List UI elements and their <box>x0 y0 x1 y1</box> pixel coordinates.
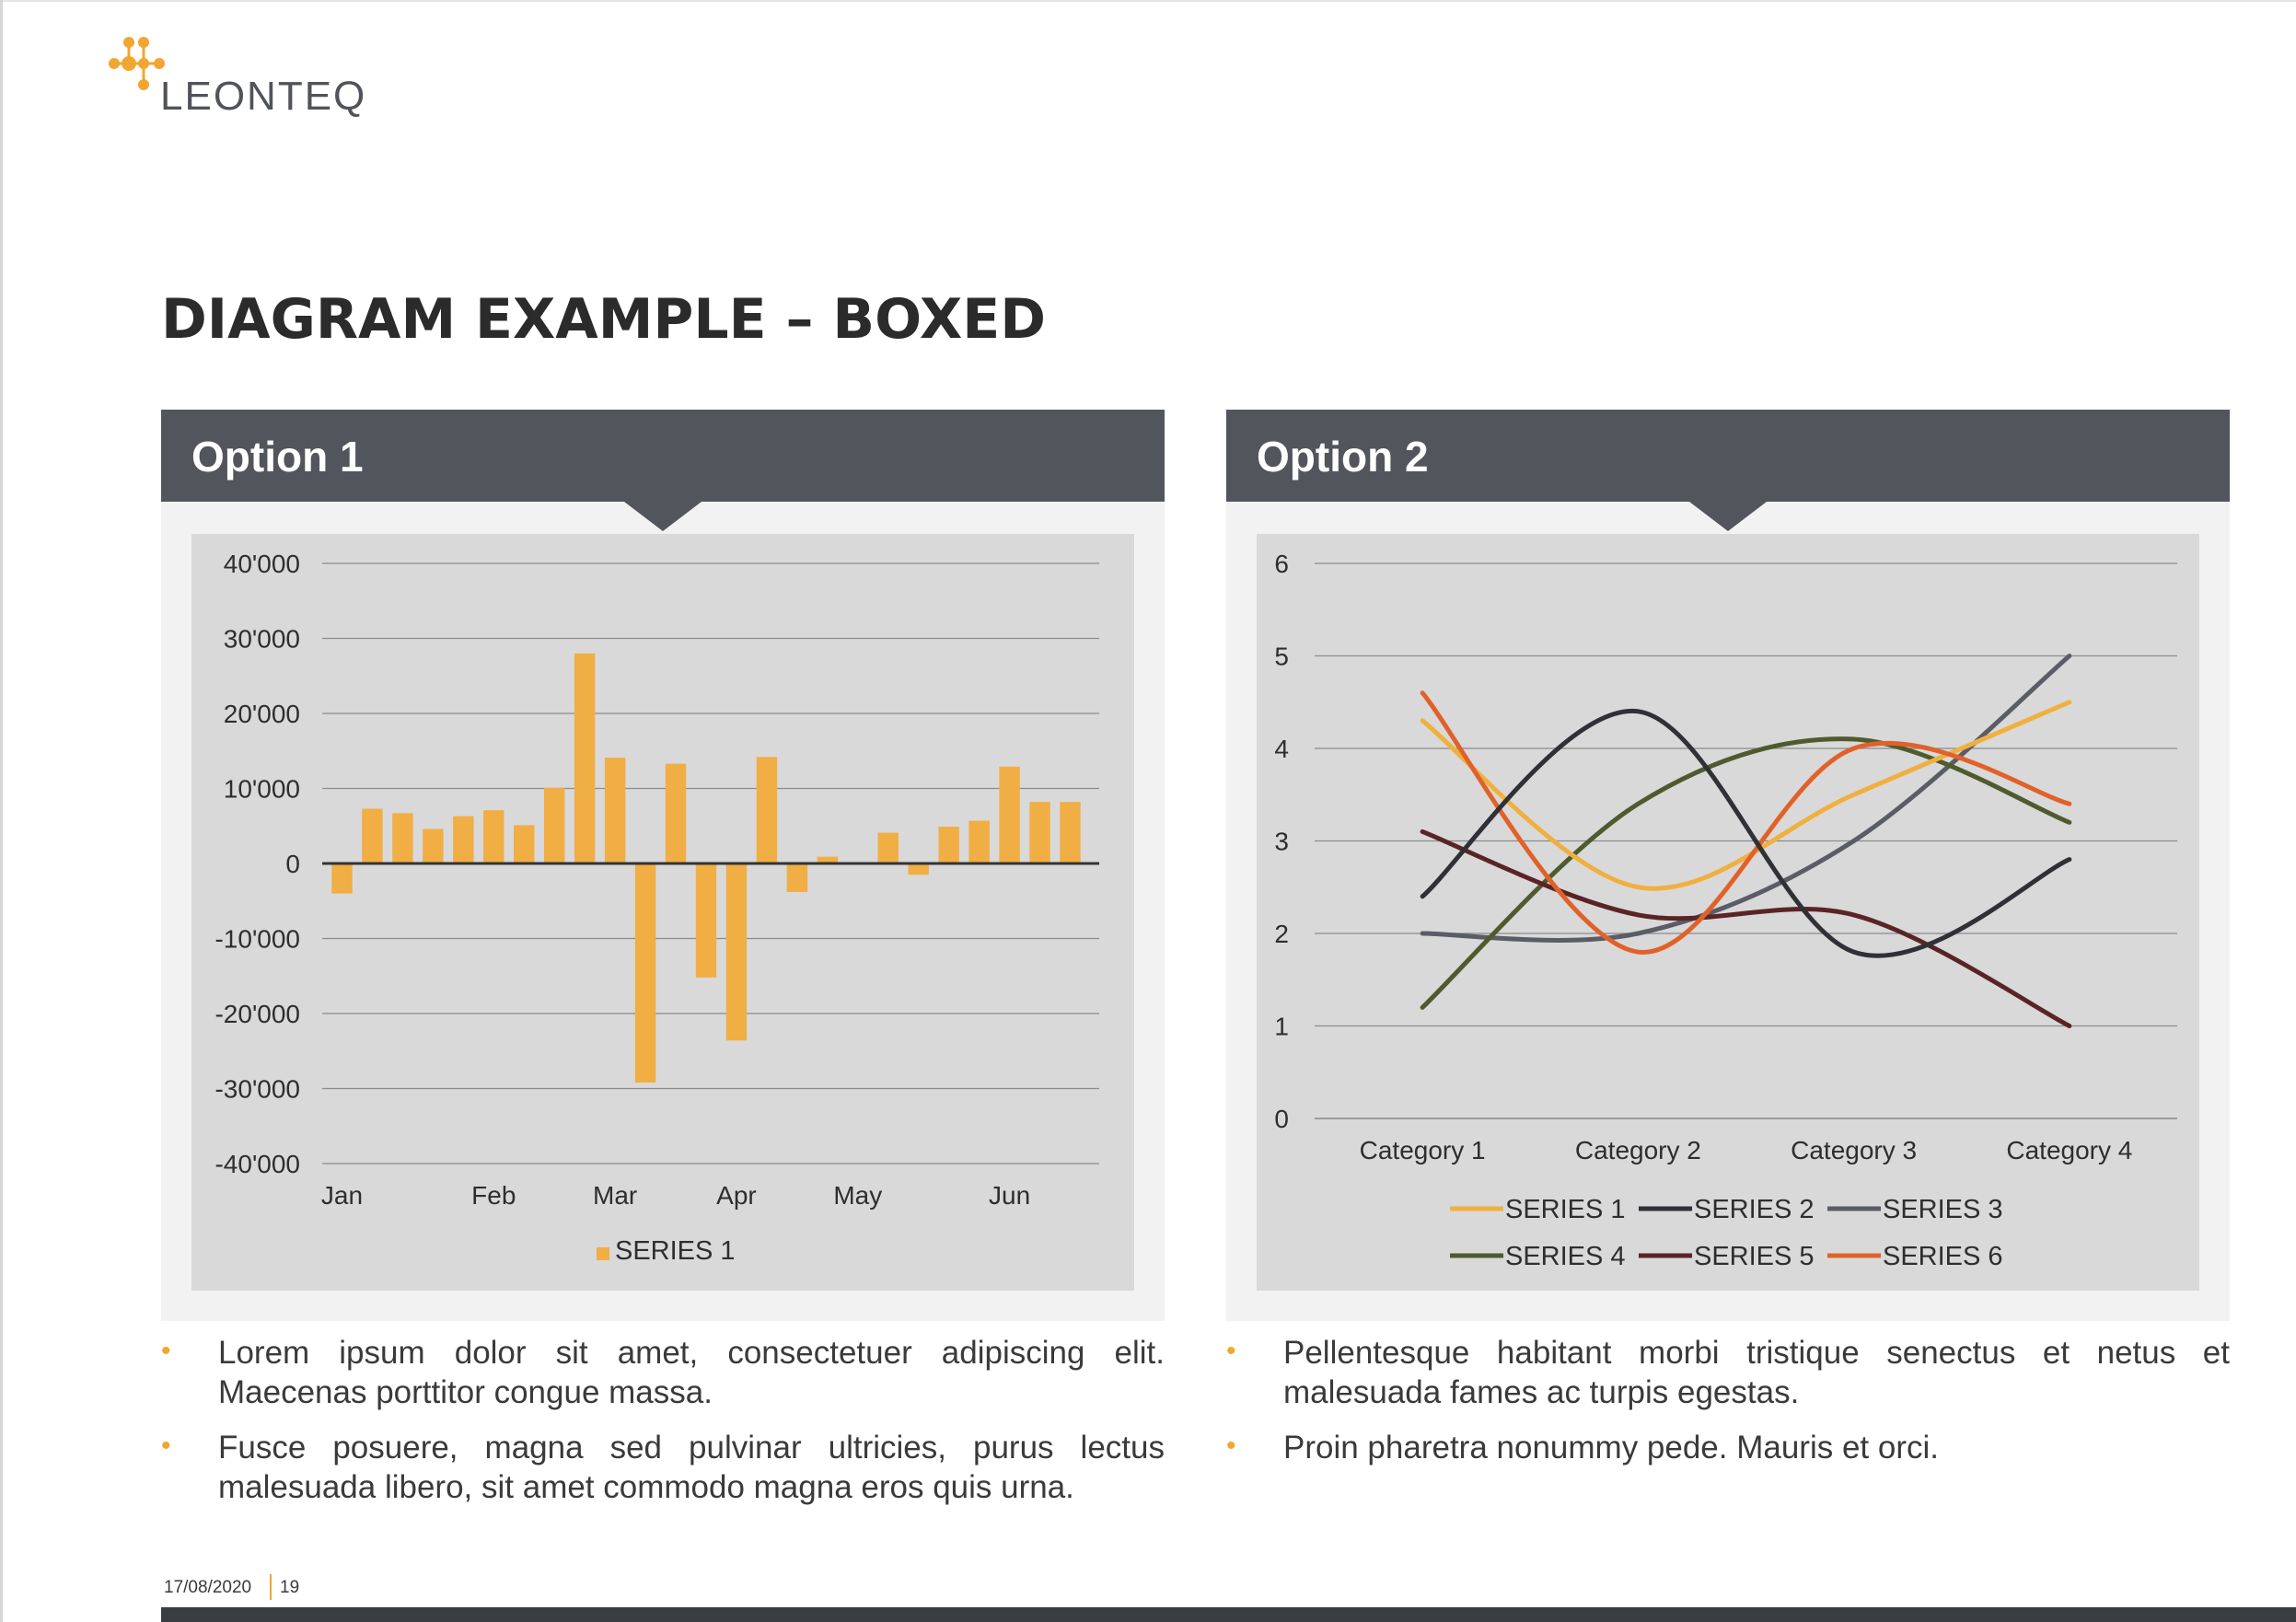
bar <box>392 813 413 863</box>
bar <box>423 828 444 863</box>
bullet-dot-icon: • <box>1226 1431 1236 1461</box>
bar-chart-area: 40'000 30'000 20'000 10'000 0 -10'000 -20'000 -… <box>191 534 1134 1291</box>
bar <box>999 766 1020 863</box>
bar <box>543 787 565 863</box>
series-line <box>1420 709 2072 958</box>
bar <box>877 832 899 863</box>
bullet-item: • Pellentesque habitant morbi tristique s… <box>1226 1333 2230 1412</box>
bar <box>483 810 504 863</box>
series-line <box>1420 690 2072 955</box>
bar <box>604 758 626 863</box>
bar <box>1029 802 1050 863</box>
x-tick-label: Category 2 <box>1575 1136 1701 1164</box>
bar <box>695 863 717 978</box>
page-top-edge <box>0 0 2296 2</box>
panel-notch-icon <box>624 502 702 531</box>
bar <box>331 863 353 894</box>
panel-title: Option 1 <box>191 433 364 481</box>
bullet-dot-icon: • <box>161 1336 171 1366</box>
legend-label: SERIES 3 <box>1883 1195 2003 1224</box>
series-line <box>1420 654 2072 943</box>
brand-name: LEONTEQ <box>160 74 367 119</box>
y-tick-label: 4 <box>1274 735 1289 763</box>
panel-header: Option 2 <box>1226 410 2230 502</box>
footer-bar <box>161 1607 2296 1622</box>
y-tick-label: 6 <box>1274 550 1289 578</box>
legend-label: SERIES 6 <box>1883 1242 2003 1271</box>
line-chart-area: 0 1 2 3 4 5 6 Category 1 Category 2 Category 3 Cat… <box>1257 534 2199 1291</box>
page-title: DIAGRAM EXAMPLE – BOXED <box>161 287 1047 352</box>
y-tick-label: 0 <box>1274 1105 1289 1133</box>
y-tick-label: -20'000 <box>215 1000 300 1028</box>
legend-label: SERIES 5 <box>1694 1242 1815 1271</box>
y-tick-label: 1 <box>1274 1013 1289 1041</box>
y-tick-label: 10'000 <box>224 775 300 804</box>
y-tick-label: -10'000 <box>215 925 300 954</box>
y-tick-label: 2 <box>1274 920 1289 948</box>
bar <box>786 863 808 892</box>
bullet-list-option-2: • Pellentesque habitant morbi tristique s… <box>1226 1333 2230 1483</box>
x-tick-label: Jun <box>989 1181 1030 1210</box>
bar <box>362 808 383 863</box>
series-line <box>1420 736 2072 1010</box>
bar <box>725 863 748 1041</box>
legend-label: SERIES 4 <box>1505 1242 1626 1271</box>
bullet-item: • Fusce posuere, magna sed pulvinar ultri… <box>161 1428 1165 1507</box>
legend-label: SERIES 2 <box>1694 1195 1815 1224</box>
bullet-dot-icon: • <box>161 1431 171 1461</box>
legend-swatch <box>597 1247 609 1260</box>
bullet-list-option-1: • Lorem ipsum dolor sit amet, consectetue… <box>161 1333 1165 1523</box>
y-tick-label: 0 <box>285 850 300 878</box>
panel-option-2: Option 2 0 1 2 3 4 5 6 Category 1 Category 2 Cate… <box>1226 410 2230 1321</box>
bullet-dot-icon: • <box>1226 1336 1236 1366</box>
brand-logo: LEONTEQ <box>109 35 403 119</box>
bar <box>817 856 839 863</box>
y-tick-label: 30'000 <box>224 625 300 654</box>
y-tick-label: 3 <box>1274 828 1289 856</box>
page-left-edge <box>0 0 3 1622</box>
panel-title: Option 2 <box>1257 433 1429 481</box>
bar <box>453 816 474 863</box>
bullet-item: • Proin pharetra nonummy pede. Mauris et … <box>1226 1428 2230 1467</box>
bar <box>634 863 656 1083</box>
x-tick-label: Mar <box>593 1181 637 1210</box>
y-tick-label: -40'000 <box>215 1150 300 1178</box>
y-tick-label: 20'000 <box>224 700 300 728</box>
series-line <box>1420 700 2072 891</box>
legend-label: SERIES 1 <box>1505 1195 1626 1224</box>
bar <box>574 653 596 863</box>
x-tick-label: Category 4 <box>2006 1136 2132 1164</box>
bar <box>1060 802 1081 863</box>
bullet-item: • Lorem ipsum dolor sit amet, consectetue… <box>161 1333 1165 1412</box>
panel-notch-icon <box>1689 502 1767 531</box>
bar <box>756 757 778 863</box>
legend-label: SERIES 1 <box>615 1236 736 1266</box>
footer-page-number: 19 <box>280 1578 300 1597</box>
bar <box>665 763 687 863</box>
x-tick-label: May <box>833 1181 882 1210</box>
footer-separator <box>270 1574 272 1600</box>
panel-option-1: Option 1 40'000 30'000 20'000 10'000 0 -10'00… <box>161 410 1165 1321</box>
panel-header: Option 1 <box>161 410 1165 502</box>
x-tick-label: Category 3 <box>1791 1136 1917 1164</box>
y-tick-label: -30'000 <box>215 1075 300 1104</box>
bar <box>938 827 959 863</box>
x-tick-label: Apr <box>716 1181 757 1210</box>
x-tick-label: Category 1 <box>1360 1136 1486 1164</box>
logo-molecule-icon <box>109 37 165 90</box>
bar <box>514 825 535 863</box>
bar <box>908 863 929 875</box>
bar <box>968 820 990 863</box>
line-chart: 0 1 2 3 4 5 6 Category 1 Category 2 Category 3 Cat… <box>1274 550 2177 1271</box>
y-tick-label: 40'000 <box>224 550 300 578</box>
bar-chart: 40'000 30'000 20'000 10'000 0 -10'000 -20'000 -… <box>215 550 1099 1266</box>
series-line <box>1420 828 2072 1028</box>
x-tick-label: Feb <box>471 1181 516 1210</box>
footer-date: 17/08/2020 <box>164 1578 252 1597</box>
x-tick-label: Jan <box>321 1181 363 1210</box>
y-tick-label: 5 <box>1274 643 1289 671</box>
